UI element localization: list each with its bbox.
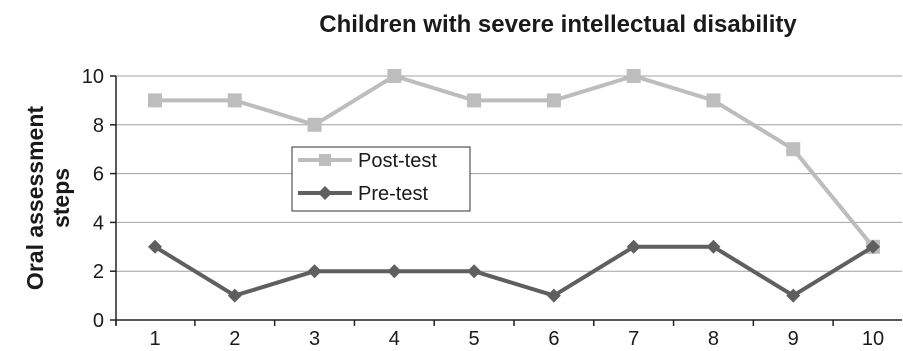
data-point-post-test-5: [467, 93, 482, 108]
y-tick-label-5: 10: [82, 66, 104, 88]
y-tick-label-0: 0: [93, 310, 104, 332]
data-point-pre-test-2: [227, 288, 242, 303]
x-tick-label-6: 7: [628, 328, 639, 350]
data-point-post-test-2: [227, 93, 242, 108]
data-point-post-test-8: [706, 93, 721, 108]
y-tick-label-2: 4: [93, 212, 104, 234]
x-tick-label-8: 9: [788, 328, 799, 350]
x-tick-label-7: 8: [708, 328, 719, 350]
x-tick-labels: 1 2 3 4 5 6 7 8 9 10: [149, 328, 884, 350]
legend-label-post-test: Post-test: [358, 150, 437, 172]
x-tick-label-3: 4: [389, 328, 400, 350]
x-tick-label-1: 2: [229, 328, 240, 350]
data-point-pre-test-6: [546, 288, 561, 303]
legend-label-pre-test: Pre-test: [358, 183, 428, 205]
legend-marker-post-test: [319, 154, 331, 166]
data-point-pre-test-9: [786, 288, 801, 303]
gridlines: [116, 75, 902, 272]
data-point-post-test-4: [387, 69, 402, 83]
data-point-post-test-6: [546, 93, 561, 108]
legend: Post-test Pre-test: [291, 146, 471, 212]
x-tick-label-9: 10: [862, 328, 884, 350]
x-tick-label-4: 5: [469, 328, 480, 350]
x-tick-label-2: 3: [309, 328, 320, 350]
y-tick-label-1: 2: [93, 261, 104, 283]
data-point-post-test-1: [148, 93, 162, 108]
y-tick-labels: 0 2 4 6 8 10: [82, 66, 104, 332]
data-point-pre-test-5: [467, 264, 482, 279]
y-tick-label-3: 6: [93, 164, 104, 186]
data-point-pre-test-10: [866, 239, 880, 254]
series-line-post-test: [155, 74, 875, 249]
y-axis-label-line-2: steps: [48, 168, 74, 228]
series-group: [148, 69, 880, 303]
data-point-pre-test-3: [307, 264, 322, 279]
x-tick-label-0: 1: [149, 328, 160, 350]
data-point-post-test-7: [626, 69, 641, 83]
x-tick-label-5: 6: [548, 328, 559, 350]
y-tick-label-4: 8: [93, 115, 104, 137]
data-point-pre-test-4: [387, 264, 402, 279]
series-line-pre-test: [153, 244, 875, 298]
data-point-pre-test-8: [706, 239, 721, 254]
legend-marker-pre-test: [318, 186, 332, 200]
axes: [110, 75, 902, 326]
y-axis-label-line-1: Oral assessment: [22, 106, 48, 290]
data-point-post-test-9: [786, 142, 801, 157]
data-point-pre-test-1: [148, 239, 162, 254]
data-point-pre-test-7: [626, 239, 641, 254]
data-point-post-test-3: [307, 117, 322, 132]
chart-title: Children with severe intellectual disabi…: [319, 11, 797, 38]
